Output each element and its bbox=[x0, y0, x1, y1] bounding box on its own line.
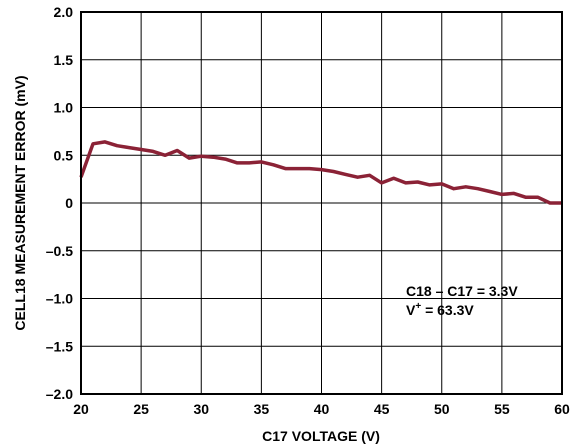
annotation-line-2: V+ = 63.3V bbox=[406, 301, 474, 318]
x-tick-label: 25 bbox=[133, 401, 149, 417]
annotation-line-1: C18 – C17 = 3.3V bbox=[406, 283, 518, 299]
y-tick-label: –1.0 bbox=[46, 291, 73, 307]
x-tick-label: 45 bbox=[374, 401, 390, 417]
y-tick-label: 1.5 bbox=[54, 52, 74, 68]
y-tick-label: 0.5 bbox=[54, 147, 74, 163]
grid bbox=[80, 11, 563, 395]
y-tick-labels: –2.0 –1.5 –1.0 –0.5 0 0.5 1.0 1.5 2.0 bbox=[46, 4, 73, 402]
x-tick-label: 30 bbox=[193, 401, 209, 417]
x-tick-labels: 20 25 30 35 40 45 50 55 60 bbox=[73, 401, 570, 417]
series-line bbox=[79, 140, 562, 205]
x-tick-label: 20 bbox=[73, 401, 89, 417]
y-axis-label: CELL18 MEASUREMENT ERROR (mV) bbox=[12, 75, 28, 330]
plot-frame bbox=[80, 11, 563, 395]
x-tick-label: 35 bbox=[254, 401, 270, 417]
x-tick-label: 40 bbox=[314, 401, 330, 417]
y-tick-label: 0 bbox=[65, 195, 73, 211]
y-tick-label: –2.0 bbox=[46, 386, 73, 402]
annotation: C18 – C17 = 3.3V V+ = 63.3V bbox=[406, 283, 518, 318]
y-tick-label: –0.5 bbox=[46, 243, 73, 259]
x-tick-label: 50 bbox=[434, 401, 450, 417]
x-tick-label: 60 bbox=[554, 401, 570, 417]
y-tick-label: 1.0 bbox=[54, 100, 74, 116]
x-axis-label: C17 VOLTAGE (V) bbox=[262, 428, 380, 444]
x-tick-label: 55 bbox=[494, 401, 510, 417]
y-tick-label: –1.5 bbox=[46, 338, 73, 354]
series-layer bbox=[79, 140, 562, 205]
y-tick-label: 2.0 bbox=[54, 4, 74, 20]
